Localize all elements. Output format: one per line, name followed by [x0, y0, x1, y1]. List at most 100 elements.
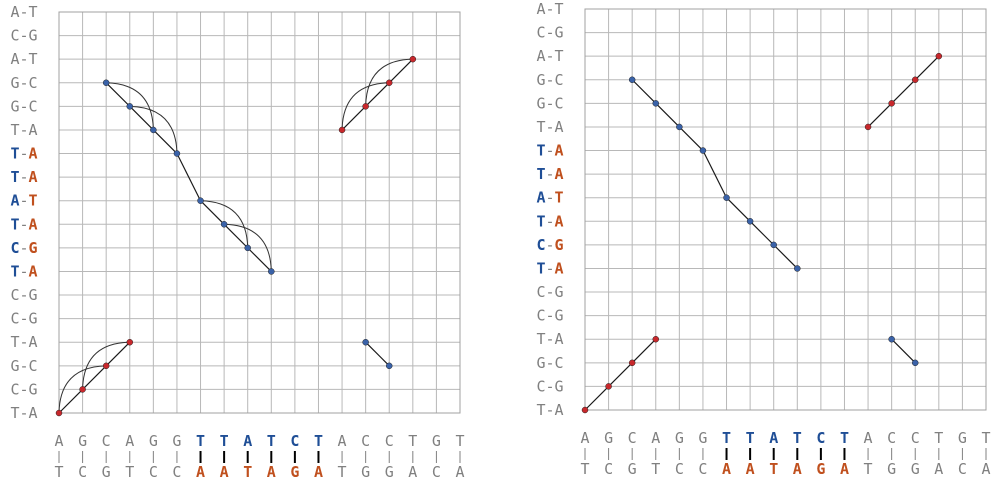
row-label-bottom: A — [29, 404, 38, 422]
row-label-top: A — [10, 3, 19, 21]
row-label-bottom: A — [29, 145, 38, 163]
blue-dot — [699, 147, 707, 154]
col-label-bottom: A — [934, 460, 943, 478]
row-label-top: G — [536, 71, 545, 89]
row-label-top: C — [10, 380, 19, 398]
row-label-top: C — [10, 239, 19, 257]
row-label-top: G — [536, 354, 545, 372]
blue-dot — [385, 362, 393, 370]
row-label-top: T — [536, 142, 545, 160]
red-dot — [628, 359, 636, 367]
grid-frame — [58, 11, 461, 414]
row-label-top: C — [10, 286, 19, 304]
row-label: C-G — [536, 24, 563, 42]
row-label-dash: - — [19, 286, 28, 304]
row-label-bottom: G — [555, 283, 564, 301]
col-label-bottom: T — [54, 463, 63, 481]
col-label-top: G — [604, 429, 613, 447]
row-label: T-A — [536, 142, 563, 160]
row-label-bottom: G — [29, 380, 38, 398]
red-dot — [409, 55, 417, 63]
row-label: T-A — [10, 333, 37, 351]
row-label-dash: - — [19, 121, 28, 139]
col-label-bottom: G — [102, 463, 111, 481]
row-label-bottom: G — [29, 27, 38, 45]
col-label-top: A — [651, 429, 660, 447]
segment-line — [867, 55, 940, 128]
col-label-top: C — [361, 432, 370, 450]
row-label-bottom: T — [29, 50, 38, 68]
blue-dot — [173, 150, 181, 157]
col-label-top: A — [125, 432, 134, 450]
dotplot-panel-left: A-TC-GA-TG-CG-CT-AT-AT-AA-TT-AC-GT-AC-GC… — [10, 3, 464, 481]
col-label-bottom: A — [746, 460, 755, 478]
row-label-top: G — [10, 97, 19, 115]
row-label-top: C — [536, 307, 545, 325]
row-label: G-C — [10, 74, 37, 92]
row-label-dash: - — [545, 283, 554, 301]
col-label-top: T — [196, 432, 205, 450]
match-arc — [224, 223, 272, 272]
row-label-dash: - — [545, 0, 554, 18]
col-label-bottom: A — [455, 463, 464, 481]
row-label-dash: - — [545, 189, 554, 207]
row-label-dash: - — [545, 47, 554, 65]
row-label-bottom: G — [29, 310, 38, 328]
row-label-dash: - — [545, 377, 554, 395]
match-arc — [365, 58, 413, 107]
col-label-top: T — [267, 432, 276, 450]
row-label-dash: - — [545, 354, 554, 372]
col-label-top: G — [172, 432, 181, 450]
row-label-top: T — [10, 215, 19, 233]
red-dot — [385, 79, 393, 87]
match-arc — [58, 365, 107, 414]
col-label-bottom: A — [981, 460, 990, 478]
segment-line — [365, 341, 390, 367]
col-label-top: C — [628, 429, 637, 447]
row-label: T-A — [10, 145, 37, 163]
red-dot — [888, 100, 895, 107]
col-label-bottom: A — [220, 463, 229, 481]
row-label-bottom: A — [555, 401, 564, 419]
col-label-top: T — [455, 432, 464, 450]
row-label-dash: - — [545, 71, 554, 89]
row-label-top: A — [536, 189, 545, 207]
col-label-bottom: T — [125, 463, 134, 481]
row-label-dash: - — [19, 3, 28, 21]
link-line — [702, 150, 728, 198]
row-label-dash: - — [19, 50, 28, 68]
row-label-dash: - — [19, 145, 28, 163]
col-label-top: C — [816, 429, 825, 447]
col-label-top: G — [149, 432, 158, 450]
row-label-bottom: C — [29, 97, 38, 115]
blue-dot — [197, 197, 204, 204]
col-label-top: A — [864, 429, 873, 447]
col-label-top: A — [580, 429, 589, 447]
col-label-top: A — [243, 432, 252, 450]
blue-dot — [150, 126, 157, 134]
row-label-dash: - — [19, 192, 28, 210]
red-dot — [605, 383, 612, 390]
col-label-bottom: A — [793, 460, 802, 478]
row-label-dash: - — [545, 212, 554, 230]
row-label-top: C — [536, 377, 545, 395]
row-label-dash: - — [545, 118, 554, 136]
row-label-dash: - — [545, 24, 554, 42]
row-label-dash: - — [545, 165, 554, 183]
blue-dot — [102, 79, 110, 87]
col-label-bottom: T — [580, 460, 589, 478]
blue-dot — [126, 103, 134, 110]
segment-line — [200, 200, 272, 272]
col-label-bottom: C — [78, 463, 87, 481]
row-label-top: T — [536, 212, 545, 230]
col-label-top: T — [408, 432, 417, 450]
row-label-dash: - — [545, 307, 554, 325]
row-label-bottom: G — [555, 377, 564, 395]
row-label-top: A — [10, 192, 19, 210]
col-label-top: A — [769, 429, 778, 447]
col-label-bottom: G — [385, 463, 394, 481]
row-label: T-A — [10, 215, 37, 233]
row-label-bottom: C — [555, 94, 564, 112]
segment-line — [726, 197, 798, 269]
row-label: C-G — [10, 286, 37, 304]
